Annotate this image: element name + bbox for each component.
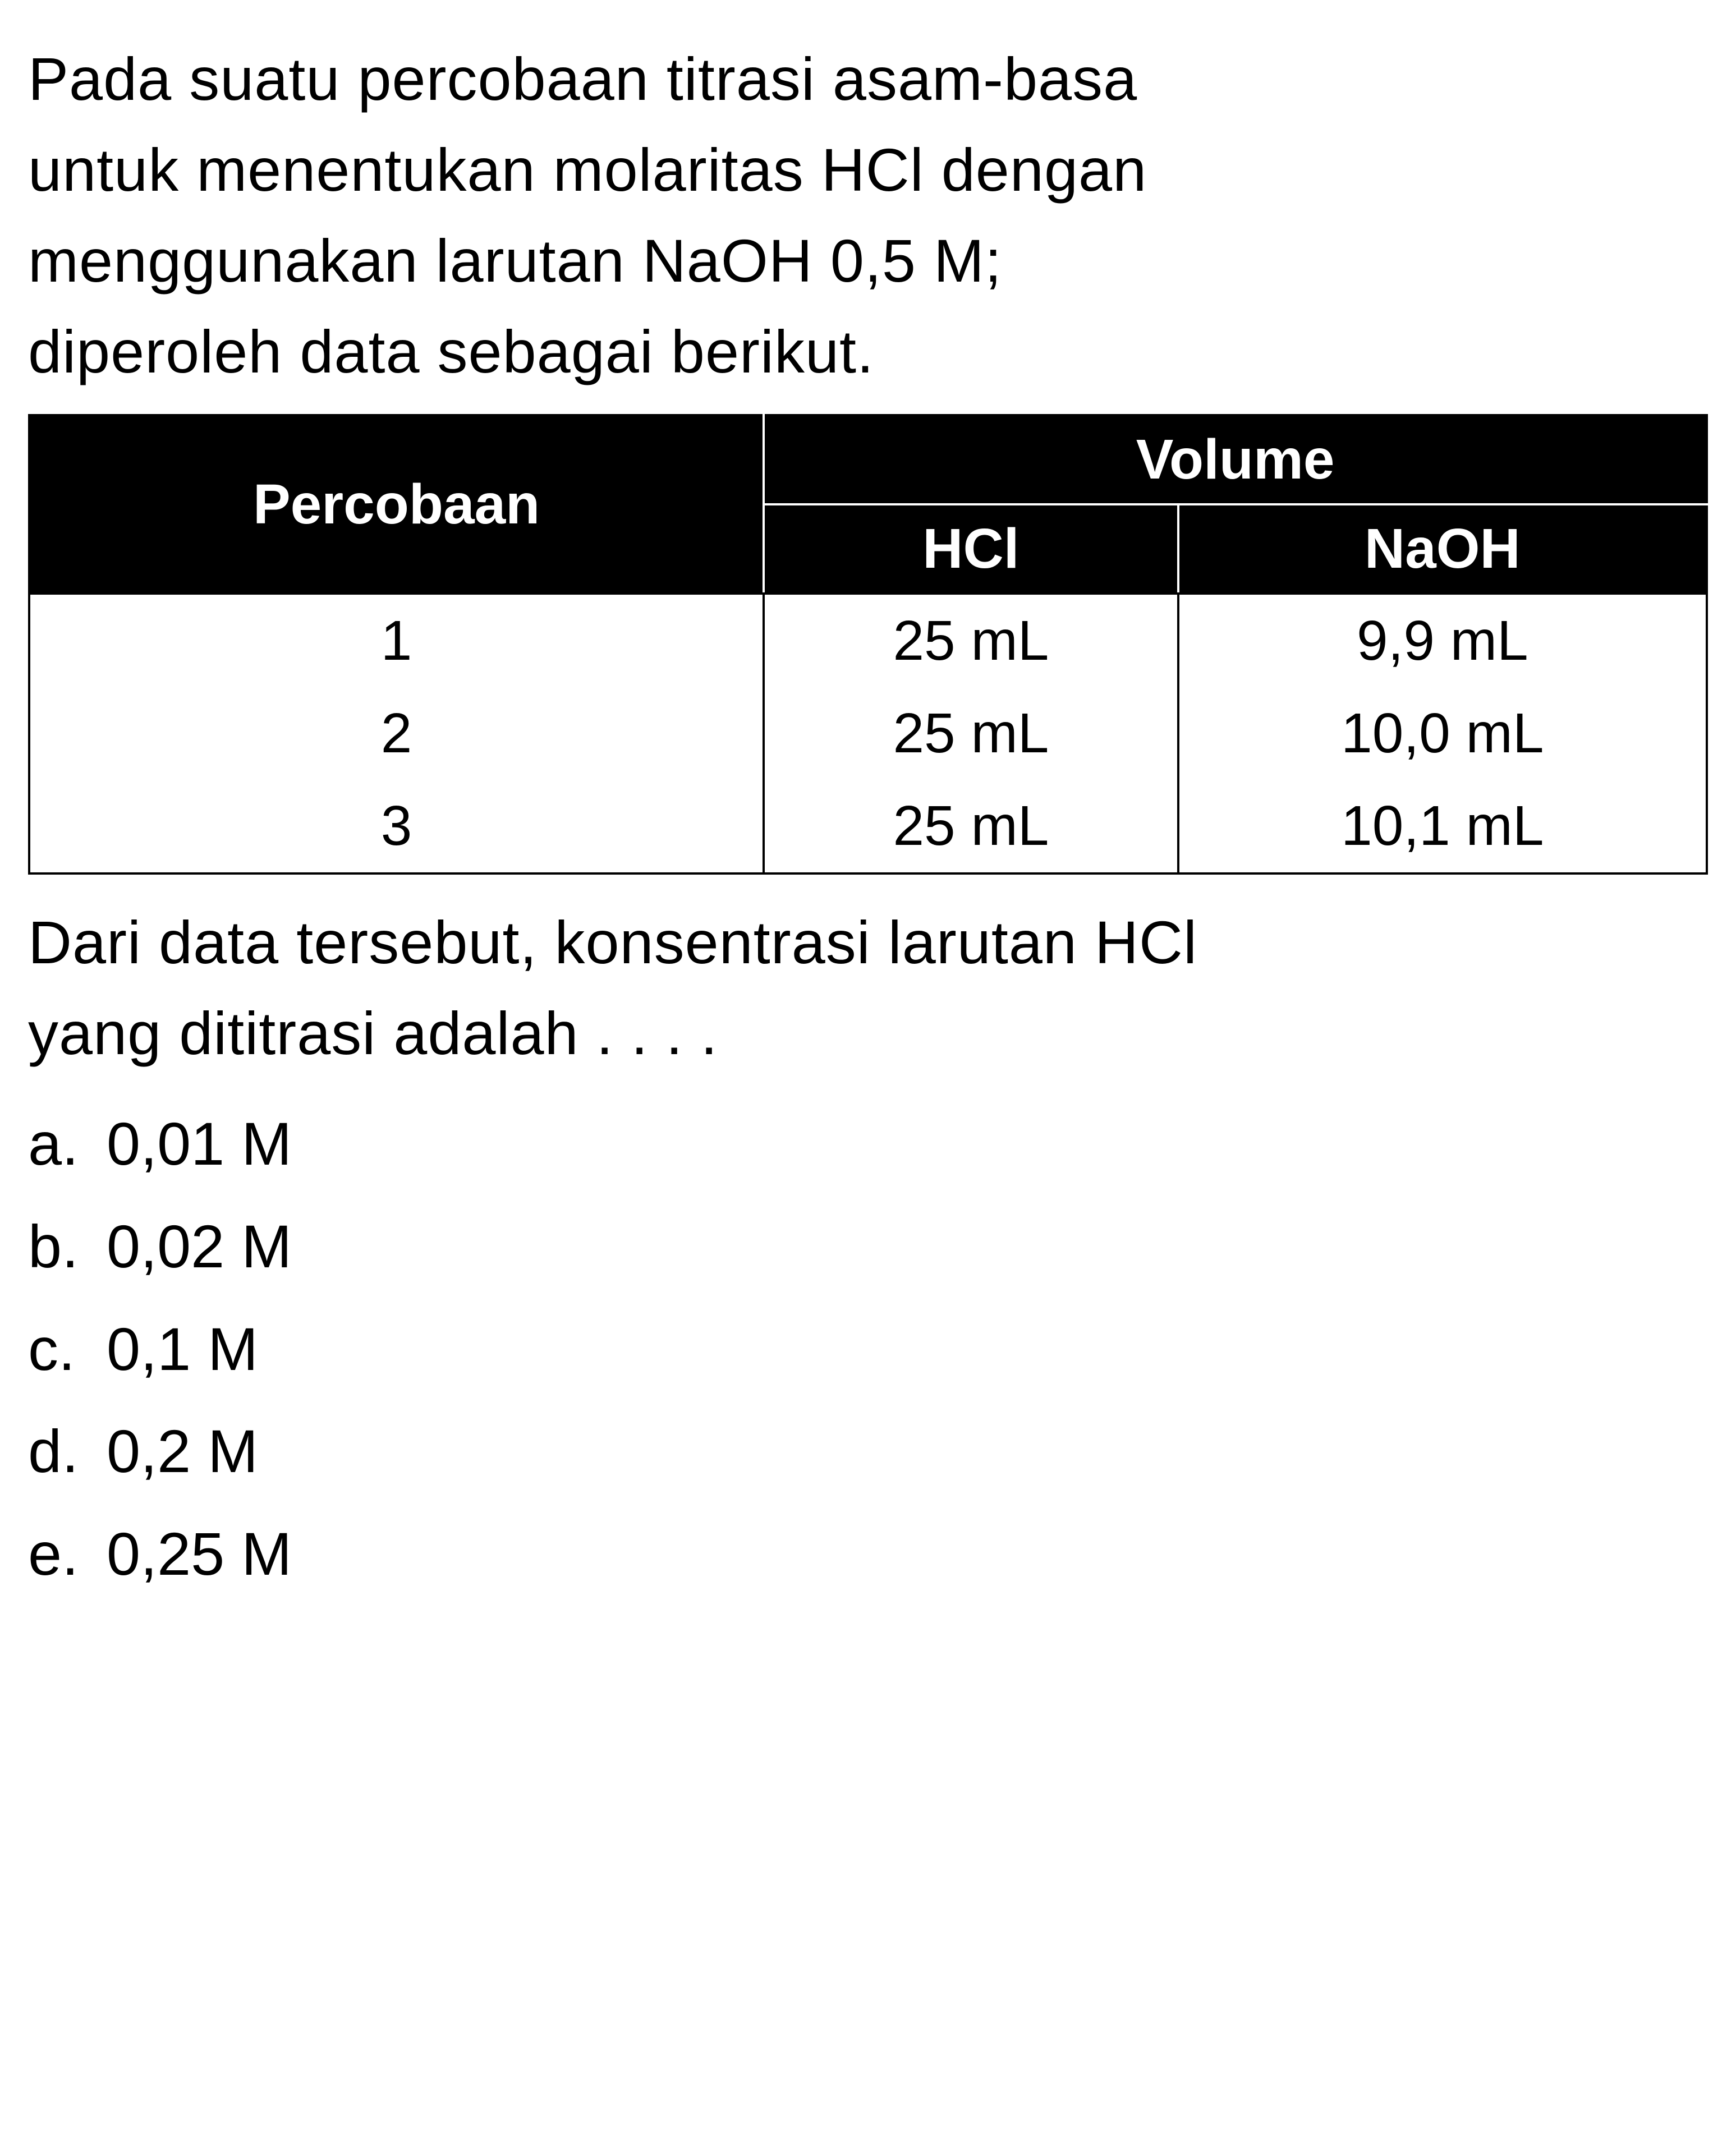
option-letter: e. <box>28 1506 107 1603</box>
after-line-1: Dari data tersebut, konsentrasi larutan … <box>28 897 1708 988</box>
option-e: e. 0,25 M <box>28 1506 1708 1603</box>
table-header-hcl: HCl <box>764 504 1178 594</box>
table-row: 1 25 mL 9,9 mL <box>29 594 1707 687</box>
table-header-naoh: NaOH <box>1178 504 1707 594</box>
option-a: a. 0,01 M <box>28 1096 1708 1193</box>
question-line-3: menggunakan larutan NaOH 0,5 M; <box>28 215 1708 306</box>
question-line-4: diperoleh data sebagai berikut. <box>28 306 1708 397</box>
cell-num: 3 <box>29 780 764 873</box>
option-b: b. 0,02 M <box>28 1198 1708 1295</box>
after-line-2: yang dititrasi adalah . . . . <box>28 988 1708 1079</box>
question-line-2: untuk menentukan molaritas HCl dengan <box>28 125 1708 215</box>
option-letter: b. <box>28 1198 107 1295</box>
table-row: 3 25 mL 10,1 mL <box>29 780 1707 873</box>
option-value: 0,25 M <box>107 1506 1708 1603</box>
option-c: c. 0,1 M <box>28 1301 1708 1398</box>
cell-hcl: 25 mL <box>764 594 1178 687</box>
cell-hcl: 25 mL <box>764 687 1178 780</box>
table-header-percobaan: Percobaan <box>29 415 764 594</box>
cell-naoh: 9,9 mL <box>1178 594 1707 687</box>
cell-num: 2 <box>29 687 764 780</box>
question-text: Pada suatu percobaan titrasi asam-basa u… <box>28 34 1708 397</box>
cell-hcl: 25 mL <box>764 780 1178 873</box>
option-letter: d. <box>28 1403 107 1500</box>
data-table: Percobaan Volume HCl NaOH 1 25 mL 9,9 mL… <box>28 414 1708 875</box>
option-letter: c. <box>28 1301 107 1398</box>
answer-options: a. 0,01 M b. 0,02 M c. 0,1 M d. 0,2 M e.… <box>28 1096 1708 1603</box>
option-value: 0,02 M <box>107 1198 1708 1295</box>
option-value: 0,01 M <box>107 1096 1708 1193</box>
cell-naoh: 10,1 mL <box>1178 780 1707 873</box>
option-value: 0,1 M <box>107 1301 1708 1398</box>
cell-num: 1 <box>29 594 764 687</box>
cell-naoh: 10,0 mL <box>1178 687 1707 780</box>
option-letter: a. <box>28 1096 107 1193</box>
table-header-volume: Volume <box>764 415 1707 504</box>
question-line-1: Pada suatu percobaan titrasi asam-basa <box>28 34 1708 125</box>
after-question-text: Dari data tersebut, konsentrasi larutan … <box>28 897 1708 1079</box>
table-row: 2 25 mL 10,0 mL <box>29 687 1707 780</box>
option-d: d. 0,2 M <box>28 1403 1708 1500</box>
option-value: 0,2 M <box>107 1403 1708 1500</box>
